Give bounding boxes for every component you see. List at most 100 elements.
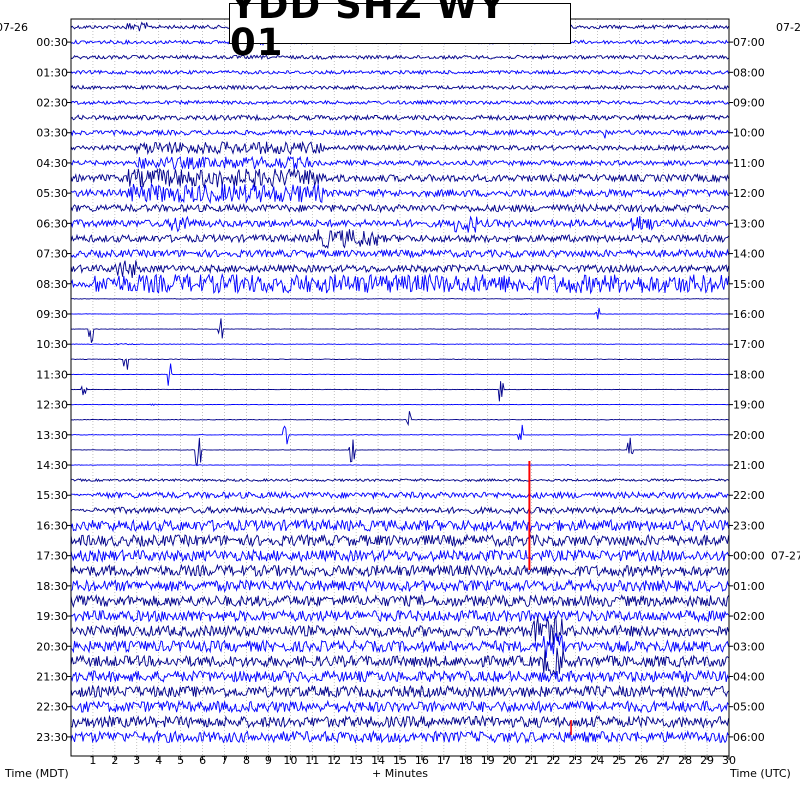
x-tick-label: 22 <box>547 754 561 767</box>
right-hour-label: 01:00 <box>733 580 765 593</box>
seismic-trace <box>70 518 730 533</box>
seismic-trace <box>70 229 729 250</box>
seismic-trace <box>70 424 729 445</box>
seismic-trace <box>70 202 729 214</box>
right-hour-label: 15:00 <box>733 278 765 291</box>
x-tick-label: 4 <box>155 754 162 767</box>
left-hour-label: 06:30 <box>36 217 68 230</box>
left-hour-label: 03:30 <box>36 127 68 140</box>
left-hour-label: 05:30 <box>36 187 68 200</box>
right-hour-label: 23:00 <box>733 519 765 532</box>
left-hour-label: 15:30 <box>36 489 68 502</box>
right-hour-label: 00:00 <box>733 550 765 563</box>
left-hour-label: 08:30 <box>36 278 68 291</box>
seismic-trace <box>70 99 729 106</box>
left-hour-label: 14:30 <box>36 459 68 472</box>
chart-grid <box>70 19 730 756</box>
x-tick-label: 13 <box>349 754 363 767</box>
left-hour-label: 04:30 <box>36 157 68 170</box>
x-tick-label: 28 <box>678 754 692 767</box>
right-hour-label: 20:00 <box>733 429 765 442</box>
x-tick-label: 17 <box>437 754 451 767</box>
right-hour-label: 06:00 <box>733 731 765 744</box>
seismic-trace <box>70 182 729 205</box>
x-axis: 1 2 3 4 5 6 7 8 9 10 11 12 13 14 15 16 17 18 19 20 21 22 23 24 2… <box>89 754 736 767</box>
right-hour-label: 17:00 <box>733 338 765 351</box>
x-tick-label: 14 <box>371 754 385 767</box>
x-tick-label: 7 <box>221 754 228 767</box>
left-hour-label: 01:30 <box>36 66 68 79</box>
right-hour-label: 10:00 <box>733 127 765 140</box>
seismic-trace <box>70 411 729 427</box>
seismic-trace <box>70 714 730 729</box>
x-tick-label: 16 <box>415 754 429 767</box>
right-hour-label: 05:00 <box>733 701 765 714</box>
seismic-trace <box>70 403 729 406</box>
x-tick-label: 25 <box>612 754 626 767</box>
x-tick-label: 3 <box>133 754 140 767</box>
x-tick-label: 19 <box>481 754 495 767</box>
x-tick-label: 10 <box>283 754 297 767</box>
x-tick-label: 30 <box>722 754 736 767</box>
date-rollover-label: 07-27 <box>771 550 800 563</box>
seismic-trace <box>70 563 730 578</box>
seismic-trace <box>70 632 730 658</box>
right-hour-label: 02:00 <box>733 610 765 623</box>
left-hour-label: 02:30 <box>36 97 68 110</box>
x-tick-label: 15 <box>393 754 407 767</box>
x-tick-label: 18 <box>459 754 473 767</box>
left-hour-label: 11:30 <box>36 368 68 381</box>
seismic-trace <box>70 298 729 300</box>
seismic-trace <box>70 358 729 370</box>
seismic-trace <box>71 307 729 320</box>
left-hour-label: 23:30 <box>36 731 68 744</box>
x-tick-label: 23 <box>568 754 582 767</box>
date-right-label: 07-2 <box>776 21 800 34</box>
right-hour-label: 11:00 <box>733 157 765 170</box>
seismic-trace <box>70 647 729 677</box>
left-hour-label: 21:30 <box>36 670 68 683</box>
right-hour-label: 09:00 <box>733 97 765 110</box>
right-hour-label: 07:00 <box>733 36 765 49</box>
seismic-trace <box>70 505 730 515</box>
seismic-trace <box>70 248 730 259</box>
seismic-trace <box>70 113 729 122</box>
right-hour-label: 19:00 <box>733 399 765 412</box>
seismic-trace <box>70 548 730 563</box>
plot-border <box>70 18 730 757</box>
right-hour-label: 14:00 <box>733 248 765 261</box>
x-tick-label: 11 <box>305 754 319 767</box>
right-hour-label: 04:00 <box>733 670 765 683</box>
seismic-trace <box>70 490 729 500</box>
chart-title: YDD SHZ WY 01 <box>230 0 507 64</box>
seismic-trace <box>70 318 729 343</box>
x-tick-label: 20 <box>503 754 517 767</box>
right-hour-label: 08:00 <box>733 66 765 79</box>
x-tick-label: 27 <box>656 754 670 767</box>
left-hour-label: 09:30 <box>36 308 68 321</box>
x-tick-label: 2 <box>111 754 118 767</box>
seismic-trace <box>70 69 730 76</box>
right-hour-label: 22:00 <box>733 489 765 502</box>
seismic-trace <box>70 381 729 402</box>
seismic-trace <box>70 343 729 346</box>
left-hour-label: 22:30 <box>36 701 68 714</box>
right-hour-label: 12:00 <box>733 187 765 200</box>
x-tick-label: 24 <box>590 754 604 767</box>
seismic-trace <box>70 684 729 699</box>
seismic-trace <box>70 593 729 608</box>
x-tick-label: 8 <box>243 754 250 767</box>
x-tick-label: 6 <box>199 754 206 767</box>
seismic-trace <box>70 729 729 744</box>
x-tick-label: 21 <box>525 754 539 767</box>
seismic-trace <box>70 609 729 623</box>
seismic-trace <box>70 128 730 139</box>
left-hour-label: 13:30 <box>36 429 68 442</box>
seismic-trace <box>70 464 729 467</box>
x-tick-label: 1 <box>89 754 96 767</box>
seismic-trace <box>70 155 730 171</box>
x-tick-label: 9 <box>265 754 272 767</box>
right-hour-label: 16:00 <box>733 308 765 321</box>
x-tick-label: 29 <box>700 754 714 767</box>
date-left-label: 07-26 <box>0 21 28 34</box>
